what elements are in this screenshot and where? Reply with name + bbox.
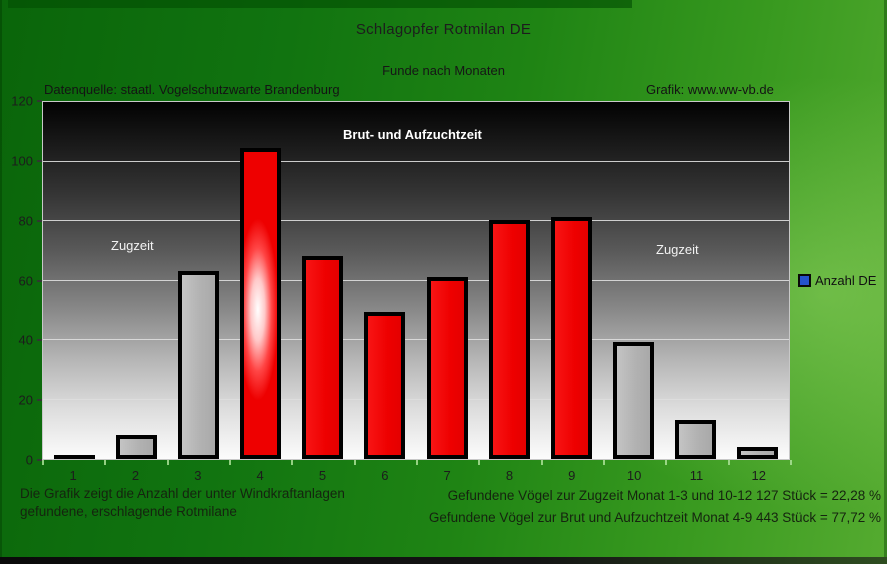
- y-tick-mark-20: [37, 399, 42, 402]
- bar-slot-month-8: [478, 102, 540, 459]
- bar-month-9: [550, 217, 592, 459]
- bar-slot-month-9: [540, 102, 602, 459]
- left-edge-strip: [0, 0, 2, 564]
- bar-slot-month-11: [665, 102, 727, 459]
- y-tick-mark-120: [37, 100, 42, 102]
- y-tick-label-100: 100: [11, 153, 33, 169]
- x-tick-mark-6: [416, 460, 418, 465]
- bar-month-10: [613, 342, 655, 459]
- y-tick-label-60: 60: [18, 273, 33, 288]
- gridline-60: [43, 279, 789, 281]
- bar-slot-month-3: [167, 102, 229, 459]
- legend-marker-icon: [798, 274, 811, 287]
- gridline-100: [43, 160, 789, 162]
- x-tick-mark-1: [104, 460, 107, 465]
- y-tick-label-40: 40: [18, 332, 33, 348]
- y-tick-label-80: 80: [18, 213, 33, 229]
- y-tick-label-0: 0: [25, 452, 33, 468]
- x-tick-mark-4: [291, 460, 294, 465]
- bar-month-8: [488, 220, 530, 459]
- x-tick-mark-2: [166, 460, 169, 465]
- x-tick-mark-9: [603, 460, 605, 465]
- right-edge-strip: [884, 0, 887, 564]
- data-source-label: Datenquelle: staatl. Vogelschutzwarte Br…: [44, 82, 340, 97]
- x-tick-label-9: 9: [568, 468, 576, 483]
- bar-slot-month-7: [416, 102, 478, 459]
- y-tick-label-120: 120: [11, 93, 33, 109]
- chart-title: Schlagopfer Rotmilan DE: [355, 21, 532, 38]
- x-tick-label-12: 12: [751, 468, 766, 483]
- legend-label: Anzahl DE: [815, 273, 877, 288]
- migration-season-annotation-left: Zugzeit: [111, 238, 154, 253]
- footer-migration-total: Gefundene Vögel zur Zugzeit Monat 1-3 un…: [447, 488, 881, 503]
- footer-description: Die Grafik zeigt die Anzahl der unter Wi…: [20, 485, 345, 521]
- x-tick-mark-7: [478, 460, 481, 465]
- bar-month-1: [53, 455, 95, 459]
- footer-description-line2: gefundene, erschlagende Rotmilane: [20, 504, 237, 519]
- bar-slot-month-1: [43, 102, 105, 459]
- breeding-season-annotation: Brut- und Aufzuchtzeit: [343, 127, 482, 142]
- bar-slot-month-5: [292, 102, 354, 459]
- x-tick-label-1: 1: [69, 468, 77, 483]
- bar-month-6: [364, 312, 406, 459]
- y-tick-mark-80: [37, 219, 42, 222]
- bar-month-7: [426, 277, 468, 459]
- y-tick-label-20: 20: [18, 392, 33, 408]
- bar-slot-month-2: [105, 102, 167, 459]
- x-tick-label-7: 7: [443, 468, 451, 483]
- x-tick-mark-11: [727, 460, 730, 465]
- x-tick-label-5: 5: [318, 468, 327, 483]
- x-tick-mark-0: [42, 460, 44, 465]
- legend: Anzahl DE: [798, 273, 876, 288]
- footer-breeding-total: Gefundene Vögel zur Brut und Aufzuchtzei…: [428, 510, 881, 525]
- x-tick-label-6: 6: [381, 468, 389, 483]
- y-axis: 0 20 40 60 80 100 120: [0, 94, 42, 468]
- gridline-20: [43, 398, 789, 400]
- x-axis-labels: 1 2 3 4 5 6 7 8 9 10 11 12: [42, 468, 790, 483]
- x-tick-label-4: 4: [256, 468, 264, 483]
- x-tick-label-10: 10: [626, 468, 642, 483]
- chart-subtitle: Funde nach Monaten: [382, 63, 505, 78]
- top-edge-strip: [8, 0, 632, 8]
- x-tick-label-3: 3: [194, 468, 202, 483]
- bar-series: [43, 102, 789, 459]
- bar-slot-month-12: [727, 102, 789, 459]
- x-tick-label-8: 8: [505, 468, 514, 483]
- migration-season-annotation-right: Zugzeit: [656, 242, 699, 257]
- bar-month-4: [240, 148, 282, 459]
- plot-area: Brut- und Aufzuchtzeit Zugzeit Zugzeit: [42, 101, 790, 460]
- x-tick-mark-10: [665, 460, 668, 465]
- x-tick-label-2: 2: [131, 468, 140, 483]
- x-tick-mark-5: [353, 460, 356, 465]
- y-tick-mark-60: [37, 279, 42, 282]
- bar-slot-month-10: [603, 102, 665, 459]
- x-tick-label-11: 11: [689, 468, 704, 483]
- bar-slot-month-6: [354, 102, 416, 459]
- bar-month-11: [675, 420, 717, 459]
- bar-slot-month-4: [230, 102, 292, 459]
- x-tick-mark-12: [790, 460, 792, 465]
- footer-description-line1: Die Grafik zeigt die Anzahl der unter Wi…: [20, 486, 345, 501]
- bar-month-5: [302, 256, 344, 459]
- bar-month-12: [737, 447, 779, 459]
- gridline-40: [43, 339, 789, 340]
- y-tick-mark-100: [37, 159, 42, 162]
- x-tick-mark-8: [540, 460, 543, 465]
- y-tick-mark-0: [37, 459, 42, 461]
- y-tick-mark-40: [37, 339, 42, 342]
- gridline-80: [43, 220, 789, 221]
- x-axis-ticks: [42, 460, 792, 466]
- bar-month-2: [115, 435, 157, 459]
- bottom-edge-strip: [0, 557, 887, 564]
- graphic-credit-label: Grafik: www.ww-vb.de: [646, 82, 774, 97]
- x-tick-mark-3: [229, 460, 231, 465]
- bar-month-3: [177, 271, 219, 459]
